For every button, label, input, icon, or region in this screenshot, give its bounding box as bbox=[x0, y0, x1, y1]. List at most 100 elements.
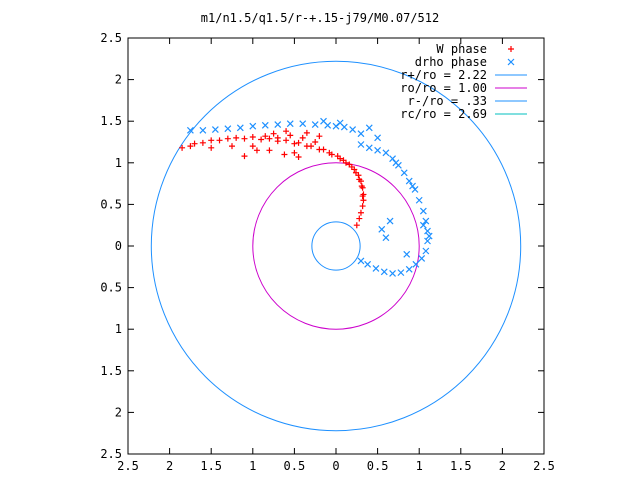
drho-phase-point bbox=[372, 265, 380, 272]
drho-phase-point bbox=[419, 221, 427, 229]
w-phase-point bbox=[352, 169, 359, 176]
x-tick-label: 2 bbox=[499, 459, 506, 473]
radius-circle bbox=[252, 162, 420, 330]
drho-phase-point bbox=[261, 121, 269, 129]
w-phase-point bbox=[295, 139, 302, 146]
y-tick-label: 0.5 bbox=[100, 197, 122, 211]
w-phase-point bbox=[356, 176, 363, 183]
drho-phase-point bbox=[365, 144, 373, 152]
w-phase-point bbox=[266, 147, 273, 154]
drho-phase-point bbox=[349, 126, 357, 133]
w-phase-point bbox=[356, 215, 363, 222]
drho-phase-point bbox=[409, 182, 416, 190]
drho-phase-point bbox=[286, 120, 294, 128]
w-phase-point bbox=[187, 143, 194, 150]
drho-phase-point bbox=[236, 124, 244, 132]
radius-circle bbox=[311, 221, 361, 271]
radius-circle bbox=[150, 60, 522, 432]
w-phase-point bbox=[274, 134, 281, 141]
drho-phase-point bbox=[386, 217, 394, 225]
drho-phase-point bbox=[382, 149, 390, 157]
x-tick-label: 0.5 bbox=[367, 459, 389, 473]
drho-phase-point bbox=[357, 130, 365, 138]
phase-series bbox=[179, 117, 433, 277]
w-phase-point bbox=[216, 137, 223, 144]
x-tick-label: 0.5 bbox=[284, 459, 306, 473]
w-phase-point bbox=[179, 144, 186, 151]
x-tick-label: 2.5 bbox=[533, 459, 555, 473]
w-phase-point bbox=[199, 139, 206, 146]
y-tick-label: 1.5 bbox=[100, 114, 122, 128]
w-phase-point bbox=[208, 137, 215, 144]
w-phase-point bbox=[337, 155, 344, 162]
w-phase-point bbox=[229, 143, 235, 150]
drho-phase-point bbox=[405, 177, 413, 185]
y-tick-label: 1 bbox=[115, 322, 122, 336]
y-tick-label: 2 bbox=[115, 405, 122, 419]
y-tick-label: 1.5 bbox=[100, 364, 122, 378]
drho-phase-point bbox=[336, 119, 344, 127]
w-phase-point bbox=[360, 197, 367, 204]
radius-circles bbox=[150, 60, 522, 432]
drho-phase-point bbox=[274, 121, 282, 128]
legend-plus-marker bbox=[508, 46, 514, 52]
w-phase-point bbox=[358, 183, 365, 190]
w-phase-point bbox=[241, 153, 248, 160]
drho-phase-point bbox=[403, 250, 411, 258]
w-phase-point bbox=[295, 153, 302, 160]
w-phase-point bbox=[249, 143, 256, 150]
drho-phase-point bbox=[422, 247, 430, 255]
legend-label: W phase bbox=[436, 42, 487, 56]
w-phase-point bbox=[283, 128, 290, 135]
axis-ticks: 2.5 2 1.5 1 0.5 0 0.5 1 1.5 2 2.52.521.510.500.511… bbox=[100, 31, 555, 473]
x-tick-label: 0 bbox=[332, 459, 339, 473]
w-phase-point bbox=[348, 163, 355, 170]
drho-phase-point bbox=[422, 217, 430, 225]
drho-phase-point bbox=[418, 255, 426, 262]
drho-phase-point bbox=[424, 227, 431, 235]
y-tick-label: 2.5 bbox=[100, 31, 122, 45]
w-phase-point bbox=[316, 133, 323, 140]
w-phase-point bbox=[299, 134, 306, 141]
y-tick-label: 0.5 bbox=[100, 281, 122, 295]
w-phase-point bbox=[262, 133, 269, 140]
x-tick-label: 1 bbox=[416, 459, 423, 473]
drho-phase-point bbox=[392, 159, 400, 167]
w-phase-point bbox=[281, 151, 288, 158]
y-tick-label: 2 bbox=[115, 73, 122, 87]
x-tick-label: 1.5 bbox=[450, 459, 472, 473]
drho-phase-point bbox=[415, 196, 423, 204]
drho-phase-point bbox=[357, 141, 365, 148]
w-phase-point bbox=[312, 139, 319, 145]
w-phase-point bbox=[283, 137, 290, 144]
drho-phase-point bbox=[365, 124, 373, 132]
legend-label: ro/ro = 1.00 bbox=[400, 81, 487, 95]
w-phase-point bbox=[249, 134, 256, 141]
drho-phase-point bbox=[311, 121, 319, 128]
x-tick-label: 2.5 bbox=[117, 459, 139, 473]
w-phase-point bbox=[270, 130, 277, 137]
drho-phase-point bbox=[199, 126, 207, 134]
drho-phase-point bbox=[378, 225, 386, 233]
drho-phase-point bbox=[299, 120, 307, 128]
drho-phase-point bbox=[424, 237, 431, 245]
drho-phase-point bbox=[397, 269, 405, 277]
drho-phase-point bbox=[357, 257, 365, 265]
drho-phase-point bbox=[400, 169, 408, 177]
w-phase-point bbox=[342, 159, 349, 166]
legend-cross-marker bbox=[507, 58, 515, 66]
x-tick-label: 1.5 bbox=[200, 459, 222, 473]
drho-phase-point bbox=[419, 207, 427, 215]
w-phase-point bbox=[359, 193, 366, 200]
w-phase-point bbox=[191, 140, 198, 147]
w-phase-point bbox=[328, 151, 335, 158]
drho-phase-point bbox=[374, 146, 382, 154]
y-tick-label: 1 bbox=[115, 156, 122, 170]
chart-title: m1/n1.5/q1.5/r-+.15-j79/M0.07/512 bbox=[201, 11, 439, 25]
w-phase-point bbox=[303, 129, 310, 136]
w-phase-point bbox=[291, 140, 298, 147]
drho-phase-point bbox=[374, 134, 382, 142]
w-phase-point bbox=[359, 203, 366, 210]
